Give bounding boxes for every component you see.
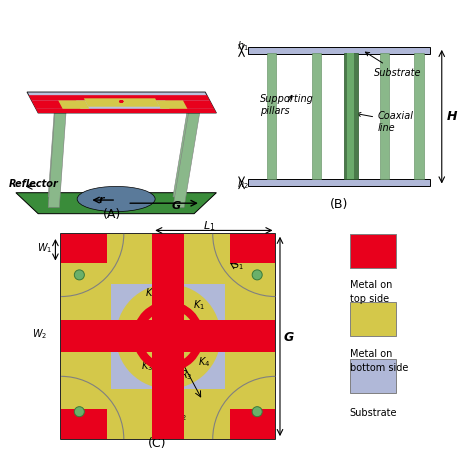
Text: $R_1$: $R_1$ — [180, 324, 192, 337]
Bar — [230, 234, 275, 264]
Polygon shape — [27, 93, 216, 114]
Text: Substrate: Substrate — [350, 407, 397, 417]
Text: Supporting
pillars: Supporting pillars — [260, 94, 314, 116]
Circle shape — [74, 407, 84, 417]
Polygon shape — [173, 103, 200, 197]
Text: $W_1$: $W_1$ — [37, 240, 52, 254]
Circle shape — [116, 284, 221, 389]
Text: $L_1$: $L_1$ — [203, 219, 216, 233]
Bar — [380, 54, 390, 180]
Polygon shape — [156, 101, 187, 110]
Text: bottom side: bottom side — [350, 362, 408, 372]
Bar — [225, 389, 275, 439]
Bar — [111, 389, 225, 439]
Text: $K_4$: $K_4$ — [198, 354, 210, 368]
Text: $K_3$: $K_3$ — [141, 359, 153, 372]
Text: Metal on: Metal on — [350, 280, 392, 290]
Polygon shape — [84, 99, 160, 107]
Ellipse shape — [77, 187, 155, 212]
Bar — [266, 54, 276, 180]
Polygon shape — [16, 193, 216, 214]
Text: G: G — [172, 201, 181, 211]
Text: $D_1$: $D_1$ — [134, 324, 147, 338]
Polygon shape — [58, 101, 90, 110]
Bar — [61, 321, 275, 353]
Text: $D_2$: $D_2$ — [171, 293, 183, 306]
Text: r: r — [98, 195, 104, 205]
Bar — [230, 410, 275, 439]
Polygon shape — [31, 101, 81, 110]
Text: H: H — [447, 110, 457, 123]
Bar — [61, 410, 107, 439]
Text: Metal on: Metal on — [350, 348, 392, 358]
Text: $R_2$: $R_2$ — [177, 338, 190, 352]
Polygon shape — [48, 114, 66, 208]
Text: $h_2$: $h_2$ — [237, 177, 249, 191]
Bar — [61, 389, 111, 439]
Text: G: G — [283, 330, 294, 343]
Text: (A): (A) — [102, 207, 121, 220]
Text: (C): (C) — [147, 436, 166, 449]
Bar — [111, 234, 225, 284]
Bar — [61, 234, 111, 284]
Bar — [350, 359, 396, 394]
Bar — [61, 234, 107, 264]
Text: $h_1$: $h_1$ — [237, 39, 249, 53]
Bar — [312, 54, 321, 180]
Text: $R_3$: $R_3$ — [180, 368, 192, 381]
Text: $K_2$: $K_2$ — [146, 286, 157, 299]
Polygon shape — [48, 103, 66, 197]
Text: Coaxial
line: Coaxial line — [357, 111, 414, 132]
Text: Substrate: Substrate — [365, 53, 421, 78]
Bar — [414, 54, 424, 180]
Circle shape — [252, 270, 262, 280]
Bar — [225, 284, 275, 389]
Text: $W_2$: $W_2$ — [32, 327, 47, 340]
Polygon shape — [173, 114, 200, 208]
Text: $S_2$: $S_2$ — [175, 409, 187, 422]
Bar — [248, 180, 430, 187]
Text: Reflector: Reflector — [9, 179, 59, 189]
Bar — [61, 284, 111, 389]
Circle shape — [74, 270, 84, 280]
Bar — [248, 48, 430, 55]
Bar — [225, 234, 275, 284]
Text: $K_1$: $K_1$ — [193, 297, 205, 311]
Text: (B): (B) — [330, 198, 348, 211]
Bar — [350, 234, 396, 268]
Polygon shape — [36, 110, 216, 114]
Circle shape — [252, 407, 262, 417]
Bar — [350, 303, 396, 337]
Bar — [152, 234, 184, 439]
Text: $S_1$: $S_1$ — [232, 258, 244, 271]
Bar — [344, 54, 357, 180]
Polygon shape — [29, 96, 210, 101]
Text: top side: top side — [350, 293, 389, 303]
Bar — [347, 54, 354, 180]
Polygon shape — [165, 101, 214, 110]
